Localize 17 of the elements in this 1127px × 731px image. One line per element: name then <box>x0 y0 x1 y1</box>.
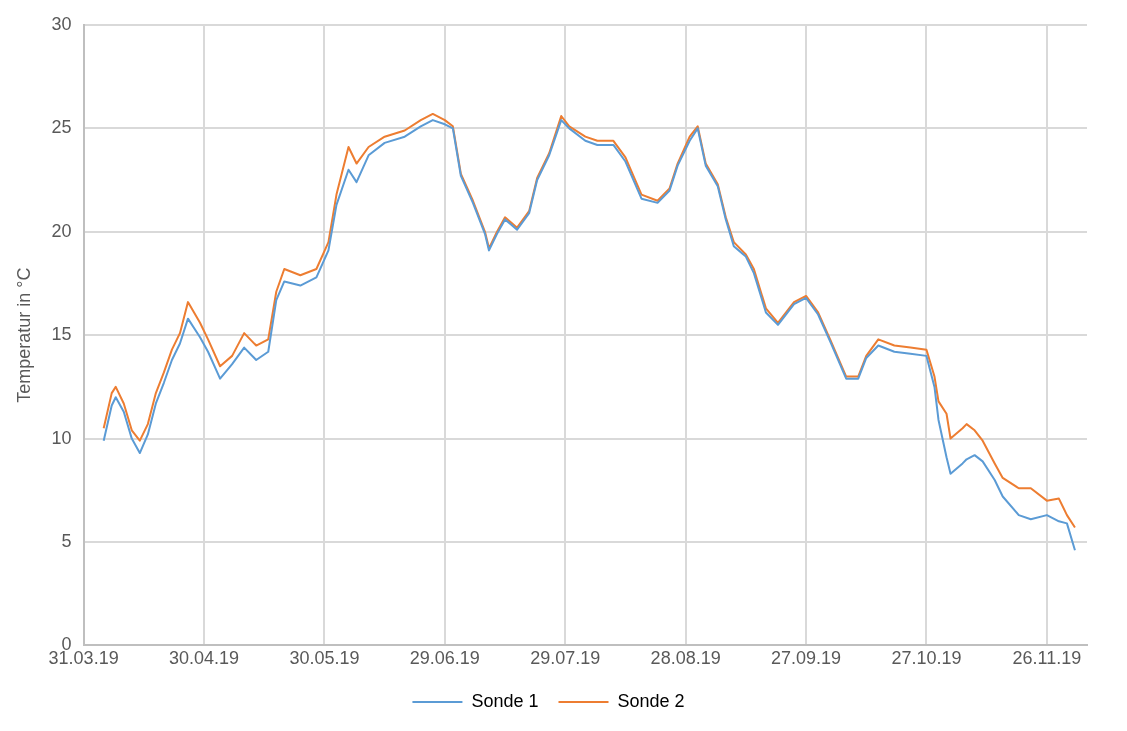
x-tick-label: 28.08.19 <box>650 648 721 669</box>
x-tick-label: 29.07.19 <box>530 648 601 669</box>
legend-label: Sonde 2 <box>617 690 685 711</box>
x-tick-label: 27.10.19 <box>891 648 962 669</box>
y-tick-label: 15 <box>51 324 72 345</box>
x-tick-label: 30.05.19 <box>289 648 360 669</box>
x-tick-label: 27.09.19 <box>771 648 842 669</box>
y-tick-label: 10 <box>51 427 72 448</box>
x-tick-label: 26.11.19 <box>1012 648 1082 669</box>
y-tick-label: 30 <box>51 13 72 34</box>
x-tick-label: 30.04.19 <box>168 648 240 669</box>
y-tick-label: 25 <box>51 117 72 138</box>
legend-label: Sonde 1 <box>471 690 539 711</box>
y-tick-label: 5 <box>61 530 72 551</box>
y-axis-title: Temperatur in °C <box>13 267 34 403</box>
x-tick-label: 29.06.19 <box>409 648 480 669</box>
y-tick-label: 20 <box>51 220 72 241</box>
